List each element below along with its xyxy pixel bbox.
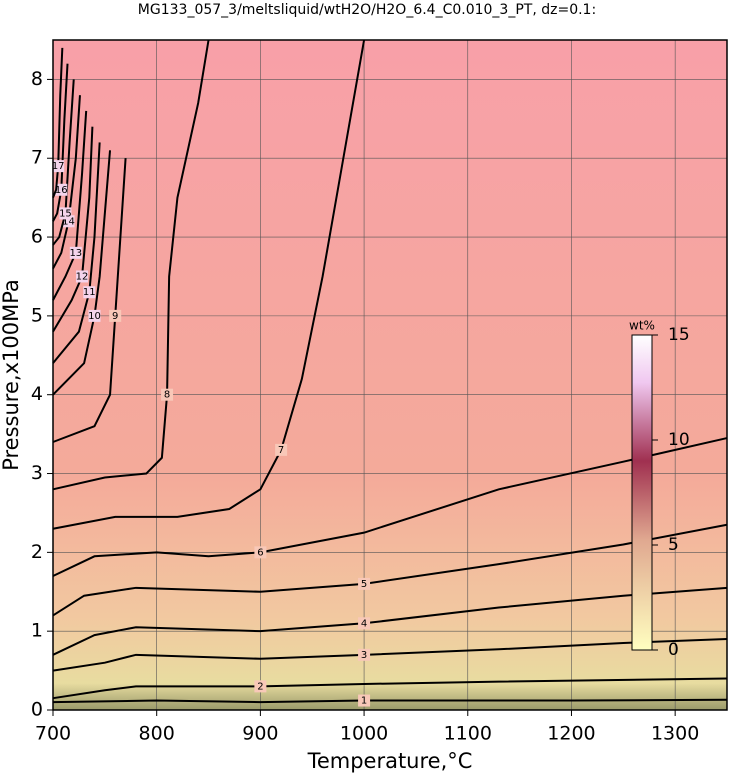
contour-label: 5 [361, 579, 367, 590]
x-axis-label: Temperature,°C [307, 749, 473, 773]
contour-label-bg [358, 617, 371, 630]
contour-label-bg [161, 388, 174, 401]
contour-label-bg [358, 694, 371, 707]
contour-line [52, 586, 728, 656]
x-tick-label: 1200 [547, 723, 595, 745]
contour-label-bg [275, 443, 288, 456]
contour-label: 4 [361, 618, 367, 629]
y-tick-label: 6 [31, 226, 43, 248]
y-tick-label: 8 [31, 68, 43, 90]
x-tick-label: 1300 [651, 723, 699, 745]
x-tick-label: 800 [139, 723, 175, 745]
contour-label-bg [83, 286, 96, 299]
colorbar-tick-label: 5 [668, 535, 679, 555]
contour-label-bg [88, 309, 101, 322]
plot-background [53, 40, 727, 710]
contour-label: 12 [76, 271, 89, 282]
chart-title: MG133_057_3/meltsliquid/wtH2O/H2O_6.4_C0… [138, 2, 596, 18]
contour-label-bg [59, 207, 72, 220]
contour-label-bg [358, 648, 371, 661]
contour-label: 14 [62, 216, 75, 227]
contour-label: 9 [112, 311, 118, 322]
contour-label-bg [358, 577, 371, 590]
y-tick-label: 0 [31, 699, 43, 721]
x-tick-label: 1100 [444, 723, 492, 745]
contour-line [52, 158, 127, 443]
colorbar-gradient [631, 334, 653, 651]
y-tick-label: 7 [31, 147, 43, 169]
contour-label: 13 [69, 248, 82, 259]
contour-label-bg [254, 680, 267, 693]
contour-label-bg [76, 270, 89, 283]
contour-label: 6 [257, 547, 263, 558]
contour-label: 8 [164, 390, 170, 401]
contour-label-bg [69, 246, 82, 259]
y-tick-label: 3 [31, 462, 43, 484]
colorbar: wt% 0 5 10 15 [629, 319, 690, 661]
contour-line [52, 638, 728, 672]
contour-label-bg [52, 160, 65, 173]
contour-label: 10 [88, 311, 101, 322]
colorbar-tick-label: 10 [668, 430, 690, 450]
colorbar-tick-label: 15 [668, 325, 690, 345]
y-tick-label: 2 [31, 541, 43, 563]
contour-label: 11 [83, 287, 96, 298]
plot-frame [52, 39, 728, 711]
y-tick-label: 5 [31, 304, 43, 326]
y-axis-label: Pressure,x100MPa [0, 279, 23, 471]
x-tick-label: 900 [242, 723, 278, 745]
contour-label: 16 [55, 185, 68, 196]
x-tick-label: 1000 [340, 723, 388, 745]
contour-label: 7 [278, 445, 284, 456]
contour-line [52, 523, 728, 617]
y-tick-label: 1 [31, 620, 43, 642]
contour-line [52, 39, 366, 530]
colorbar-label: wt% [629, 319, 655, 333]
contour-label: 1 [361, 696, 367, 707]
colorbar-tick-label: 0 [668, 640, 679, 660]
contour-label: 2 [257, 681, 263, 692]
contour-label-bg [254, 546, 267, 559]
y-tick-label: 4 [31, 383, 43, 405]
contour-label: 17 [52, 161, 65, 172]
x-tick-label: 700 [35, 723, 71, 745]
contour-label: 15 [59, 208, 72, 219]
contour-label: 3 [361, 650, 367, 661]
contour-label-bg [55, 183, 68, 196]
contour-label-bg [109, 309, 122, 322]
